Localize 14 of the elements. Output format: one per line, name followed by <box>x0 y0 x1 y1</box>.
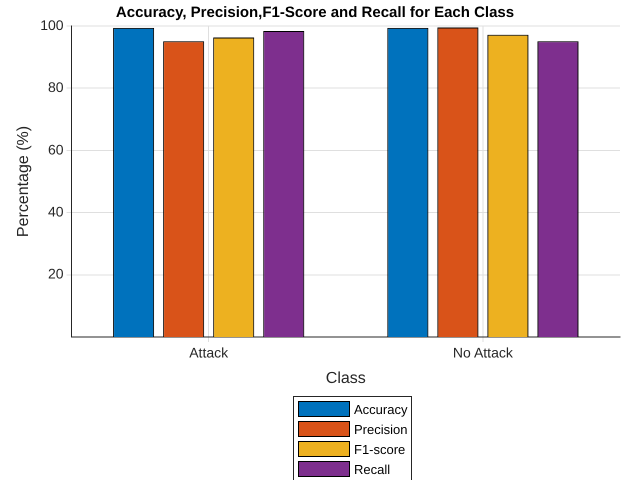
legend-label: Recall <box>354 462 390 476</box>
y-tick-label: 20 <box>48 266 64 282</box>
y-tick-label: 80 <box>48 79 64 96</box>
y-tick-label: 40 <box>48 203 64 220</box>
x-tick-label: Attack <box>189 344 230 360</box>
chart-title: Accuracy, Precision,F1-Score and Recall for Each Class <box>116 4 514 22</box>
y-tick-label: 60 <box>48 141 64 158</box>
legend-label: Accuracy <box>354 402 408 416</box>
y-axis-title: Percentage (%) <box>15 126 32 238</box>
x-tick-label: No Attack <box>452 344 514 360</box>
y-tick-label: 100 <box>40 16 64 33</box>
legend-label: F1-score <box>354 442 406 456</box>
x-axis-title: Class <box>326 370 366 387</box>
legend-label: Precision <box>354 422 408 436</box>
